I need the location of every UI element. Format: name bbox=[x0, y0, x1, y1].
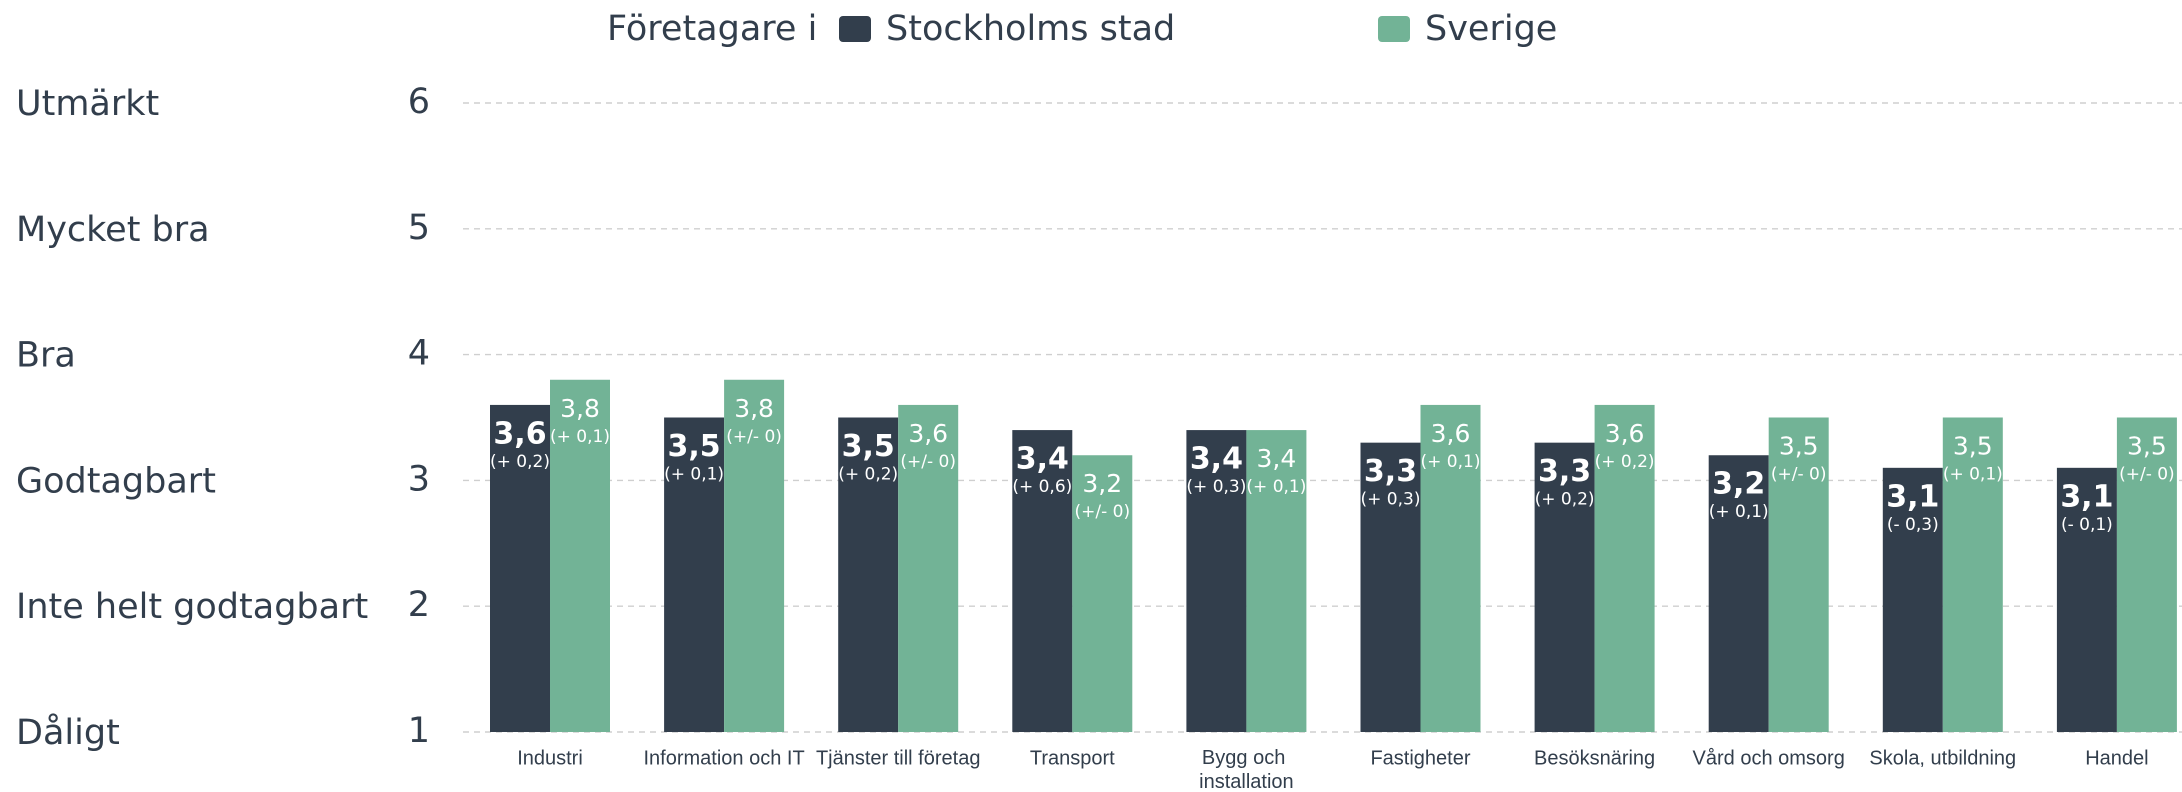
bar bbox=[724, 379, 785, 732]
change-label: (+ 0,2) bbox=[490, 452, 550, 472]
value-label: 3,6 bbox=[908, 419, 948, 448]
change-label: (+/- 0) bbox=[900, 452, 956, 472]
value-label: 3,1 bbox=[2060, 479, 2113, 514]
value-label: 3,2 bbox=[1712, 467, 1765, 502]
change-label: (+/- 0) bbox=[1771, 465, 1827, 485]
x-tick-label: Vård och omsorg bbox=[1693, 747, 1845, 769]
x-tick-label: Fastigheter bbox=[1370, 747, 1470, 769]
value-label: 3,2 bbox=[1082, 469, 1122, 498]
bar bbox=[2116, 417, 2177, 732]
x-tick-label: Transport bbox=[1030, 747, 1115, 769]
x-tick-label: Industri bbox=[517, 747, 583, 769]
change-label: (+ 0,3) bbox=[1361, 490, 1421, 510]
bar bbox=[1768, 417, 1829, 732]
value-label: 3,3 bbox=[1538, 454, 1591, 489]
bar bbox=[1534, 442, 1595, 732]
x-tick-label: Information och IT bbox=[644, 747, 805, 769]
change-label: (+ 0,2) bbox=[838, 465, 898, 485]
value-label: 3,4 bbox=[1016, 442, 1069, 477]
bar bbox=[1942, 417, 2003, 732]
legend-swatch bbox=[839, 16, 871, 42]
bar bbox=[1882, 467, 1943, 732]
y-tick-label: 2 bbox=[408, 585, 430, 625]
y-level-label: Godtagbart bbox=[16, 461, 216, 501]
y-tick-label: 3 bbox=[408, 459, 430, 499]
legend-swatch bbox=[1378, 16, 1410, 42]
bar bbox=[1012, 430, 1073, 732]
change-label: (+ 0,6) bbox=[1012, 477, 1072, 497]
legend-label: Sverige bbox=[1425, 9, 1557, 49]
bar bbox=[898, 404, 959, 732]
change-label: (+ 0,2) bbox=[1535, 490, 1595, 510]
value-label: 3,8 bbox=[734, 394, 774, 423]
change-label: (+/- 0) bbox=[2119, 465, 2175, 485]
change-label: (+ 0,1) bbox=[1709, 502, 1769, 522]
value-label: 3,4 bbox=[1257, 444, 1297, 473]
y-tick-label: 4 bbox=[408, 334, 430, 374]
bar bbox=[2056, 467, 2117, 732]
value-label: 3,6 bbox=[493, 416, 546, 451]
value-label: 3,6 bbox=[1431, 419, 1471, 448]
x-tick-label: Besöksnäring bbox=[1534, 747, 1655, 769]
y-level-label: Mycket bra bbox=[16, 210, 210, 250]
change-label: (- 0,3) bbox=[1887, 515, 1939, 535]
x-tick-label: Tjänster till företag bbox=[816, 747, 981, 769]
y-level-label: Utmärkt bbox=[16, 84, 159, 124]
legend-title: Företagare i bbox=[607, 9, 817, 49]
x-tick-label: Skola, utbildning bbox=[1869, 747, 2016, 769]
bar bbox=[1072, 455, 1133, 732]
x-tick-label: Bygg och installation bbox=[1199, 747, 1294, 792]
legend-label: Stockholms stad bbox=[886, 9, 1175, 49]
value-label: 3,5 bbox=[1953, 432, 1993, 461]
bar bbox=[1360, 442, 1421, 732]
y-tick-label: 1 bbox=[408, 711, 430, 751]
y-level-label: Inte helt godtagbart bbox=[16, 587, 368, 627]
value-label: 3,5 bbox=[668, 429, 721, 464]
value-label: 3,1 bbox=[1886, 479, 1939, 514]
y-level-label: Bra bbox=[16, 336, 76, 376]
change-label: (+ 0,1) bbox=[550, 427, 610, 447]
x-tick-label: Handel bbox=[2085, 747, 2148, 769]
bar bbox=[1246, 430, 1307, 732]
y-tick-label: 5 bbox=[408, 208, 430, 248]
change-label: (+ 0,1) bbox=[664, 465, 724, 485]
value-label: 3,5 bbox=[2127, 432, 2167, 461]
bar bbox=[664, 417, 725, 732]
change-label: (+ 0,2) bbox=[1595, 452, 1655, 472]
value-label: 3,4 bbox=[1190, 442, 1243, 477]
bar bbox=[1594, 404, 1655, 732]
y-tick-label: 6 bbox=[408, 82, 430, 122]
change-label: (+ 0,1) bbox=[1943, 465, 2003, 485]
value-label: 3,8 bbox=[560, 394, 600, 423]
change-label: (+/- 0) bbox=[1075, 502, 1131, 522]
bar bbox=[1708, 455, 1769, 732]
change-label: (- 0,1) bbox=[2061, 515, 2113, 535]
bar bbox=[490, 404, 550, 732]
value-label: 3,3 bbox=[1364, 454, 1417, 489]
bar bbox=[550, 379, 610, 732]
y-level-label: Dåligt bbox=[16, 712, 120, 753]
change-label: (+ 0,1) bbox=[1246, 477, 1306, 497]
change-label: (+/- 0) bbox=[726, 427, 782, 447]
bar bbox=[1420, 404, 1481, 732]
bar bbox=[1186, 430, 1247, 732]
value-label: 3,6 bbox=[1605, 419, 1645, 448]
change-label: (+ 0,1) bbox=[1421, 452, 1481, 472]
value-label: 3,5 bbox=[1779, 432, 1819, 461]
value-label: 3,5 bbox=[842, 429, 895, 464]
change-label: (+ 0,3) bbox=[1186, 477, 1246, 497]
bar bbox=[838, 417, 899, 732]
